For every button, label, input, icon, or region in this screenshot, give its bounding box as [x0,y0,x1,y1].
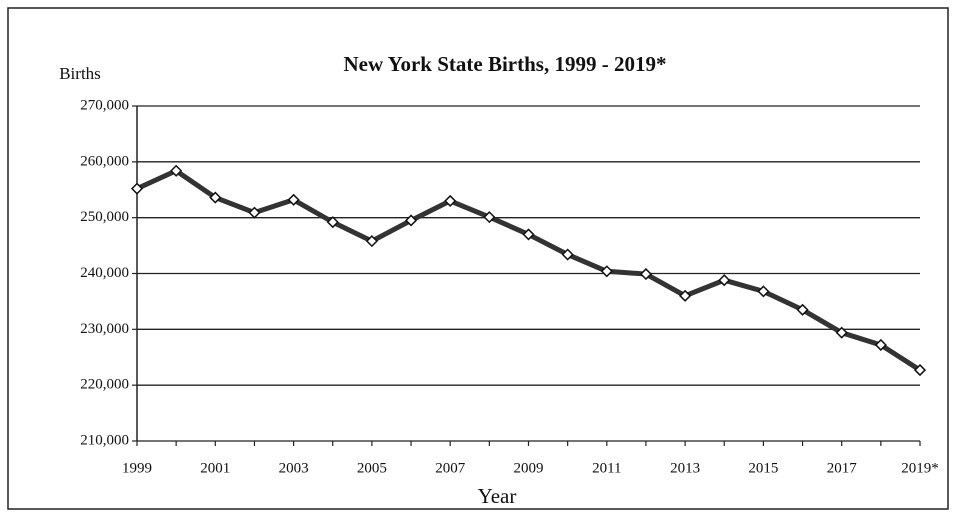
marker [209,191,222,204]
y-tick-label: 240,000 [80,265,129,281]
marker [287,193,300,206]
marker [718,274,731,287]
x-tick-label: 2001 [200,460,230,476]
y-tick-label: 270,000 [80,97,129,113]
x-tick-label: 2015 [748,460,778,476]
chart-title: New York State Births, 1999 - 2019* [344,52,667,76]
marker [561,248,574,261]
x-tick-label: 2003 [279,460,309,476]
y-tick-label: 260,000 [80,153,129,169]
y-tick-label: 220,000 [80,377,129,393]
y-tick-label: 230,000 [80,321,129,337]
x-tick-label: 2013 [670,460,700,476]
y-tick-label: 210,000 [80,432,129,448]
marker [679,289,692,302]
frame [7,7,949,510]
marker [130,182,144,195]
marker [444,194,457,207]
x-tick-label: 2007 [435,460,466,476]
marker [170,164,183,177]
x-tick-label: 1999 [122,460,152,476]
marker [326,216,339,229]
marker [796,303,809,316]
x-tick-label: 2009 [514,460,544,476]
marker [874,338,887,352]
marker [913,364,927,377]
marker [522,228,535,241]
marker [835,326,848,339]
marker [248,206,261,219]
x-tick-label: 2019* [901,460,939,476]
y-axis-title: Births [59,64,101,83]
x-tick-label: 2005 [357,460,387,476]
marker [600,265,613,278]
marker [639,267,653,281]
marker [404,214,418,227]
line [135,168,922,373]
marker [757,285,770,298]
x-tick-label: 2011 [592,460,621,476]
x-tick-label: 2017 [827,460,858,476]
marker [483,211,496,224]
x-axis-title: Year [478,484,517,508]
marker [365,235,378,248]
y-tick-label: 250,000 [80,209,129,225]
